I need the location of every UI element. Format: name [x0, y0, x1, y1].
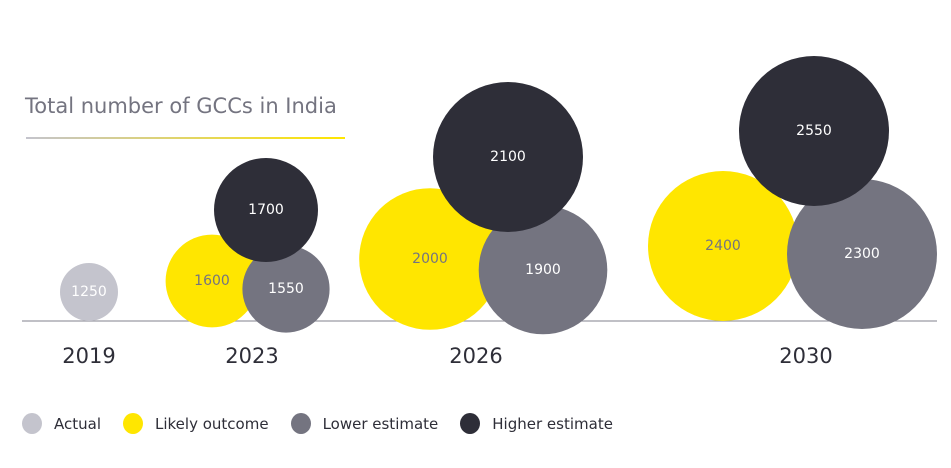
bubble-value-label: 1550: [268, 281, 304, 297]
bubble-lower-estimate-2023: [242, 245, 330, 333]
legend-swatch: [123, 413, 143, 434]
bubble-value-label: 1250: [71, 284, 107, 300]
year-label-2019: 2019: [62, 344, 115, 368]
bubble-likely-outcome-2030: [648, 171, 798, 321]
bubble-value-label: 2400: [705, 238, 741, 254]
legend-label: Likely outcome: [155, 414, 269, 433]
year-label-2030: 2030: [779, 344, 832, 368]
legend-swatch: [22, 413, 42, 434]
bubble-higher-estimate-2026: [433, 82, 583, 232]
bubble-value-label: 1700: [248, 202, 284, 218]
legend-item-likely-outcome: Likely outcome: [123, 413, 269, 434]
legend-swatch: [290, 413, 311, 434]
year-label-2026: 2026: [449, 344, 502, 368]
chart-title: Total number of GCCs in India: [25, 94, 337, 118]
bubble-value-label: 2550: [796, 123, 832, 139]
legend-label: Actual: [54, 414, 101, 433]
title-underline: [26, 137, 345, 139]
bubble-value-label: 1600: [194, 273, 230, 289]
year-label-2023: 2023: [225, 344, 278, 368]
bubble-likely-outcome-2026: [359, 188, 501, 330]
bubble-higher-estimate-2023: [214, 158, 318, 262]
legend-item-actual: Actual: [22, 413, 101, 434]
bubble-lower-estimate-2030: [787, 179, 937, 329]
bubble-actual-2019: [60, 263, 118, 321]
bubble-value-label: 2300: [844, 246, 880, 262]
bubble-value-label: 2000: [412, 251, 448, 267]
legend-item-higher-estimate: Higher estimate: [460, 413, 613, 434]
bubble-value-label: 1900: [525, 262, 561, 278]
bubble-higher-estimate-2030: [739, 56, 889, 206]
bubble-lower-estimate-2026: [478, 205, 608, 335]
legend-label: Higher estimate: [492, 414, 613, 433]
bubble-chart: 1250 1600 2000 2400 1550 1900 2300 1700 2100 2550…: [22, 56, 937, 368]
legend-label: Lower estimate: [322, 414, 439, 433]
legend-swatch: [460, 413, 481, 434]
legend-item-lower-estimate: Lower estimate: [290, 413, 439, 434]
bubble-likely-outcome-2023: [165, 234, 259, 328]
legend: Actual Likely outcome Lower estimate Hig…: [22, 413, 635, 434]
bubble-value-label: 2100: [490, 149, 526, 165]
